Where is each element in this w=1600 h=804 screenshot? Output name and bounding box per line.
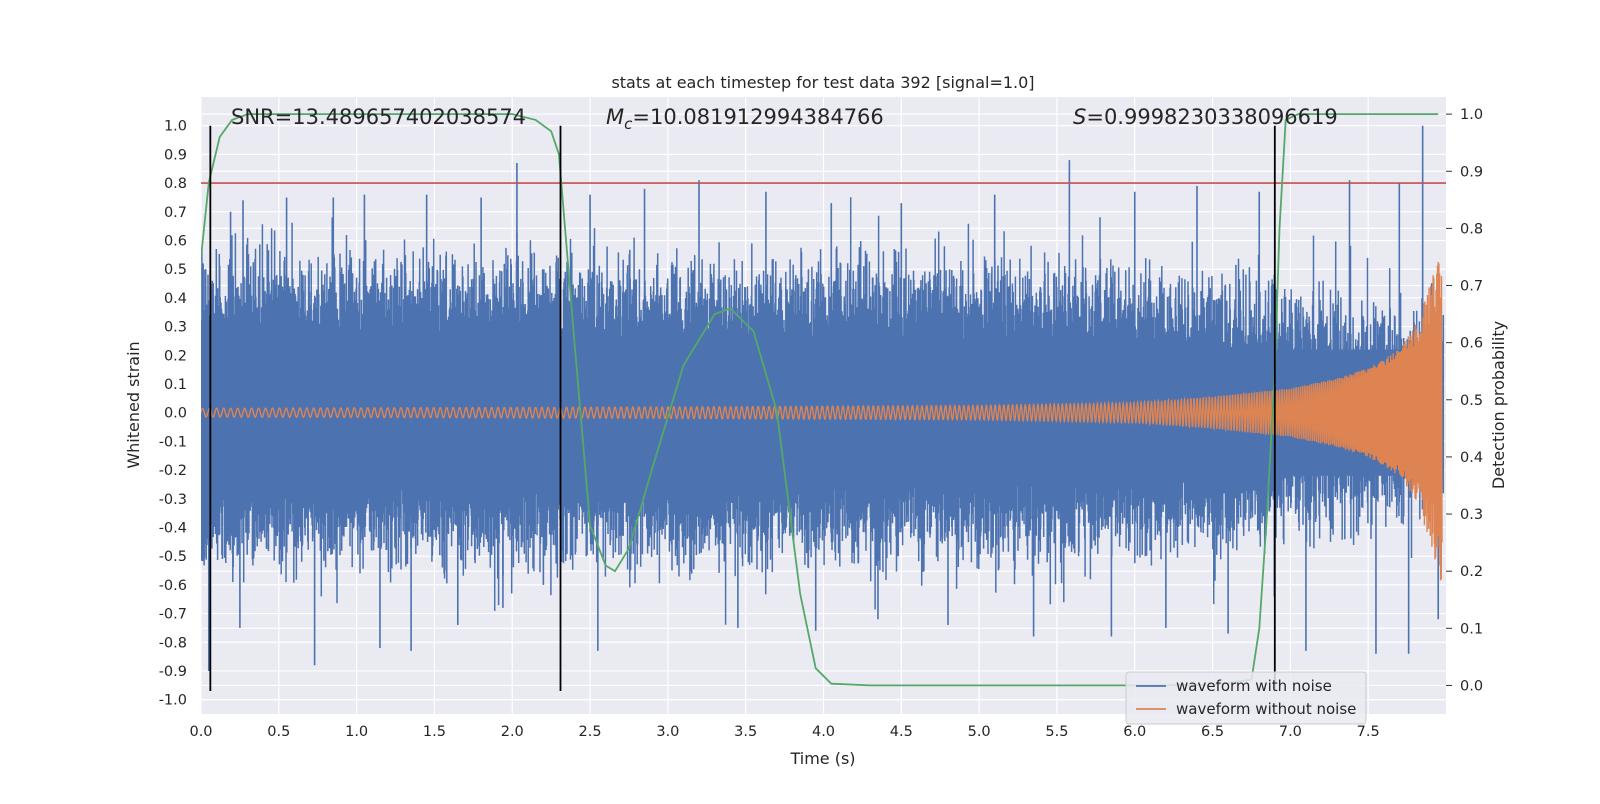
y-tick-label: 0.9 xyxy=(164,147,187,163)
x-tick-label: 4.5 xyxy=(890,724,913,740)
x-tick-label: 6.0 xyxy=(1123,724,1146,740)
y-tick-label: 0.7 xyxy=(164,205,187,221)
y-tick-label: -0.8 xyxy=(159,635,187,651)
y-axis-ticks: 1.0 0.9 0.8 0.7 0.6 0.5 0.4 0.3 0.2 0.1 0.0 -0.1 -0.… xyxy=(159,119,187,709)
y-tick-label: 0.2 xyxy=(164,348,187,364)
x-tick-label: 0.0 xyxy=(189,724,212,740)
x-tick-label: 7.0 xyxy=(1279,724,1302,740)
y2-tick-label: 0.8 xyxy=(1460,221,1483,237)
x-tick-label: 0.5 xyxy=(267,724,290,740)
y-axis-label: Whitened strain xyxy=(124,341,143,468)
snr-annotation: SNR=13.489657402038574 xyxy=(231,105,526,129)
x-tick-label: 3.5 xyxy=(734,724,757,740)
score-annotation: S=0.9998230338096619 xyxy=(1073,105,1338,129)
x-tick-label: 1.0 xyxy=(345,724,368,740)
y2-axis-label: Detection probability xyxy=(1489,321,1508,489)
x-tick-label: 2.5 xyxy=(579,724,602,740)
clean-waveform-series xyxy=(201,261,1443,581)
chirp-mass-symbol: M xyxy=(606,105,624,129)
x-tick-label: 5.0 xyxy=(968,724,991,740)
y2-tick-label: 0.6 xyxy=(1460,336,1483,352)
y-tick-label: 0.1 xyxy=(164,377,187,393)
x-tick-label: 4.0 xyxy=(812,724,835,740)
x-axis-ticks: 0.0 0.5 1.0 1.5 2.0 2.5 3.0 3.5 4.0 4.5 5.0 5.5 6.0 6… xyxy=(189,724,1379,740)
x-tick-label: 3.0 xyxy=(656,724,679,740)
x-axis-label: Time (s) xyxy=(789,749,855,768)
y2-tick-label: 0.1 xyxy=(1460,621,1483,637)
x-tick-label: 7.5 xyxy=(1357,724,1380,740)
score-value: =0.9998230338096619 xyxy=(1086,105,1337,129)
y-tick-label: -0.6 xyxy=(159,578,187,594)
y2-tick-label: 1.0 xyxy=(1460,107,1483,123)
y-tick-label: -0.3 xyxy=(159,492,187,508)
y-tick-label: 1.0 xyxy=(164,119,187,135)
y2-axis-ticks: 1.0 0.9 0.8 0.7 0.6 0.5 0.4 0.3 0.2 0.1 0.0 xyxy=(1446,107,1483,694)
chirp-mass-annotation: Mc=10.081912994384766 xyxy=(606,105,884,133)
y-tick-label: 0.3 xyxy=(164,320,187,336)
score-symbol: S xyxy=(1073,105,1086,129)
y2-tick-label: 0.9 xyxy=(1460,164,1483,180)
y-tick-label: -0.4 xyxy=(159,520,187,536)
chirp-mass-subscript: c xyxy=(624,115,633,133)
y-tick-label: 0.5 xyxy=(164,262,187,278)
detection-probability-line xyxy=(201,113,1439,687)
legend: waveform with noise waveform without noi… xyxy=(1125,671,1367,725)
y-tick-label: -0.1 xyxy=(159,434,187,450)
chart-title: stats at each timestep for test data 392… xyxy=(611,73,1034,92)
detection-probability-series xyxy=(201,113,1439,687)
legend-label-noisy: waveform with noise xyxy=(1176,677,1332,695)
y-tick-label: -1.0 xyxy=(159,693,187,709)
y-tick-label: 0.4 xyxy=(164,291,187,307)
y-tick-label: -0.5 xyxy=(159,549,187,565)
y-tick-label: 0.8 xyxy=(164,176,187,192)
clean-waveform-line xyxy=(201,261,1443,581)
y2-tick-label: 0.5 xyxy=(1460,393,1483,409)
y-tick-label: 0.0 xyxy=(164,406,187,422)
x-tick-label: 6.5 xyxy=(1201,724,1224,740)
y2-tick-label: 0.3 xyxy=(1460,507,1483,523)
legend-label-clean: waveform without noise xyxy=(1176,700,1356,718)
y-tick-label: 0.6 xyxy=(164,233,187,249)
y2-tick-label: 0.2 xyxy=(1460,564,1483,580)
x-tick-label: 5.5 xyxy=(1045,724,1068,740)
chirp-mass-value: =10.081912994384766 xyxy=(632,105,883,129)
y-tick-label: -0.2 xyxy=(159,463,187,479)
x-tick-label: 2.0 xyxy=(501,724,524,740)
x-tick-label: 1.5 xyxy=(423,724,446,740)
y2-tick-label: 0.4 xyxy=(1460,450,1483,466)
y2-tick-label: 0.0 xyxy=(1460,678,1483,694)
y-tick-label: -0.9 xyxy=(159,664,187,680)
y-tick-label: -0.7 xyxy=(159,607,187,623)
vertical-markers xyxy=(209,125,1276,692)
y2-tick-label: 0.7 xyxy=(1460,279,1483,295)
legend-box xyxy=(1125,671,1367,725)
